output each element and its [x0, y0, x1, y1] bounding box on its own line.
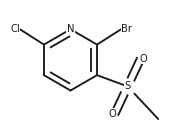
Text: O: O: [108, 109, 116, 119]
Text: Br: Br: [121, 24, 132, 34]
Text: N: N: [67, 24, 74, 34]
Text: O: O: [139, 54, 147, 64]
Text: S: S: [124, 81, 131, 91]
Text: Cl: Cl: [10, 24, 20, 34]
